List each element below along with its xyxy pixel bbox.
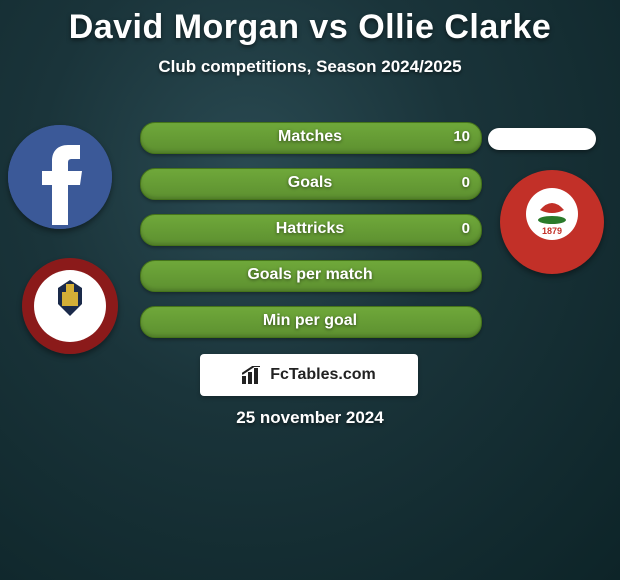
bar-goals-per-match: Goals per match [140,260,480,290]
bar-label: Goals [140,168,480,198]
svg-text:1879: 1879 [542,226,562,236]
bar-hattricks: Hattricks 0 [140,214,480,244]
player-right-avatar [488,128,596,150]
club-badge-left [22,258,118,354]
bar-label: Hattricks [140,214,480,244]
bar-label: Goals per match [140,260,480,290]
bar-min-per-goal: Min per goal [140,306,480,336]
player-left-avatar [8,125,112,229]
bar-matches: Matches 10 [140,122,480,152]
club-badge-right: 1879 [500,170,604,274]
subtitle: Club competitions, Season 2024/2025 [0,57,620,77]
attribution-text: FcTables.com [270,366,376,384]
bar-label: Matches [140,122,480,152]
bar-value-right: 10 [453,122,470,152]
generation-date: 25 november 2024 [0,408,620,428]
swindon-badge-icon: 1879 [500,170,604,274]
comparison-bars: Matches 10 Goals 0 Hattricks 0 Goals per… [140,122,480,352]
bar-value-right: 0 [462,168,470,198]
bar-goals: Goals 0 [140,168,480,198]
page-title: David Morgan vs Ollie Clarke [0,0,620,47]
attribution-box: FcTables.com [200,354,418,396]
facebook-icon [8,125,112,229]
accrington-badge-icon [22,258,118,354]
bar-value-right: 0 [462,214,470,244]
comparison-infographic: David Morgan vs Ollie Clarke Club compet… [0,0,620,580]
barchart-icon [242,366,264,384]
bar-label: Min per goal [140,306,480,336]
